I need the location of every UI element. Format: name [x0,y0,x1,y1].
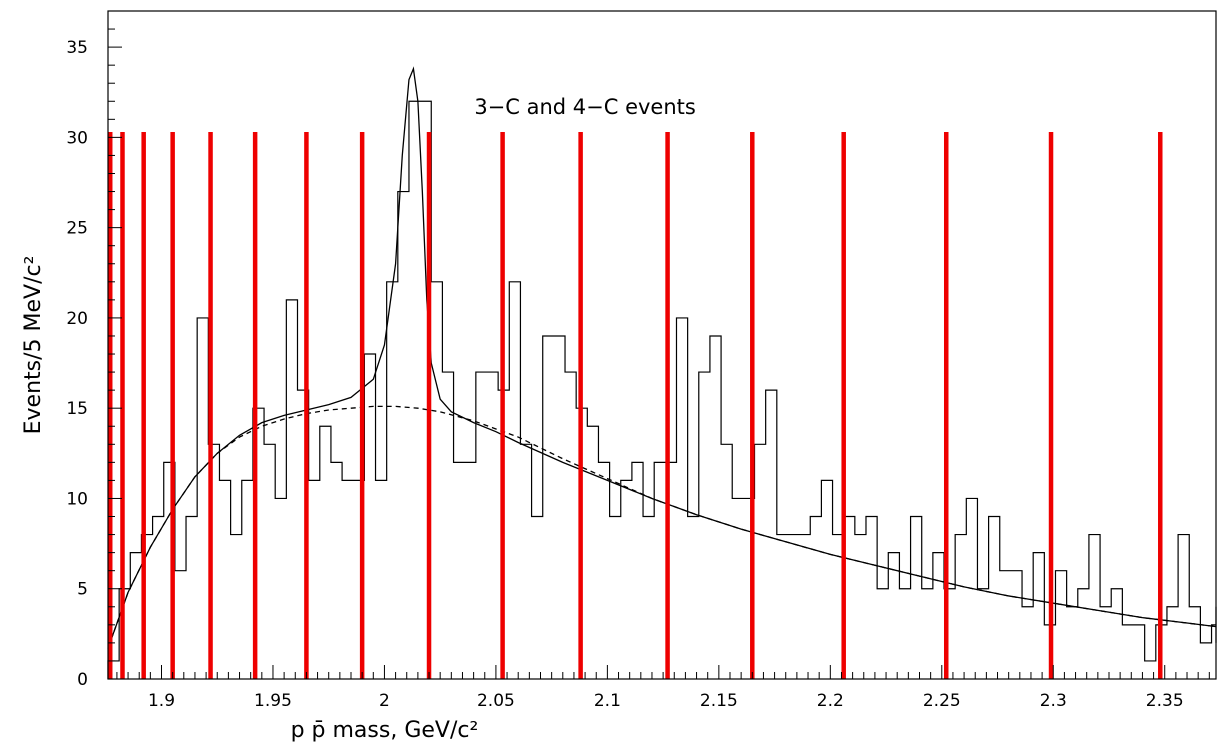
x-tick-label: 2.25 [923,691,961,711]
y-axis-ticks: 0 5 10 15 20 25 30 35 [66,10,122,690]
x-axis-label: p p̄ mass, GeV/c² [291,718,479,743]
x-tick-label: 2.3 [1040,691,1067,711]
x-tick-label: 2.1 [594,691,621,711]
x-tick-label: 1.95 [254,691,292,711]
x-tick-label: 1.9 [148,691,175,711]
x-tick-label: 2 [379,691,390,711]
x-tick-label: 2.15 [700,691,738,711]
x-axis-ticks: 1.9 1.95 2 2.05 2.1 2.15 2.2 2.25 2.3 2.35 [116,665,1210,711]
y-axis-label: Events/5 MeV/c² [21,256,46,435]
y-tick-label: 30 [66,128,88,148]
x-tick-label: 2.35 [1146,691,1184,711]
plot-frame [107,10,1217,680]
y-tick-label: 20 [66,309,88,329]
y-tick-label: 10 [66,489,88,509]
background-fit-curve [107,405,1217,649]
y-tick-label: 25 [66,219,88,239]
red-vertical-markers [107,131,1163,679]
x-tick-label: 2.05 [477,691,515,711]
y-tick-label: 0 [77,670,88,690]
y-tick-label: 15 [66,399,88,419]
annotation-text: 3−C and 4−C events [474,95,696,119]
y-tick-label: 35 [66,38,88,58]
histogram-steps [107,100,1217,679]
y-tick-label: 5 [77,580,88,600]
histogram-series [107,100,1217,679]
x-tick-label: 2.2 [817,691,844,711]
